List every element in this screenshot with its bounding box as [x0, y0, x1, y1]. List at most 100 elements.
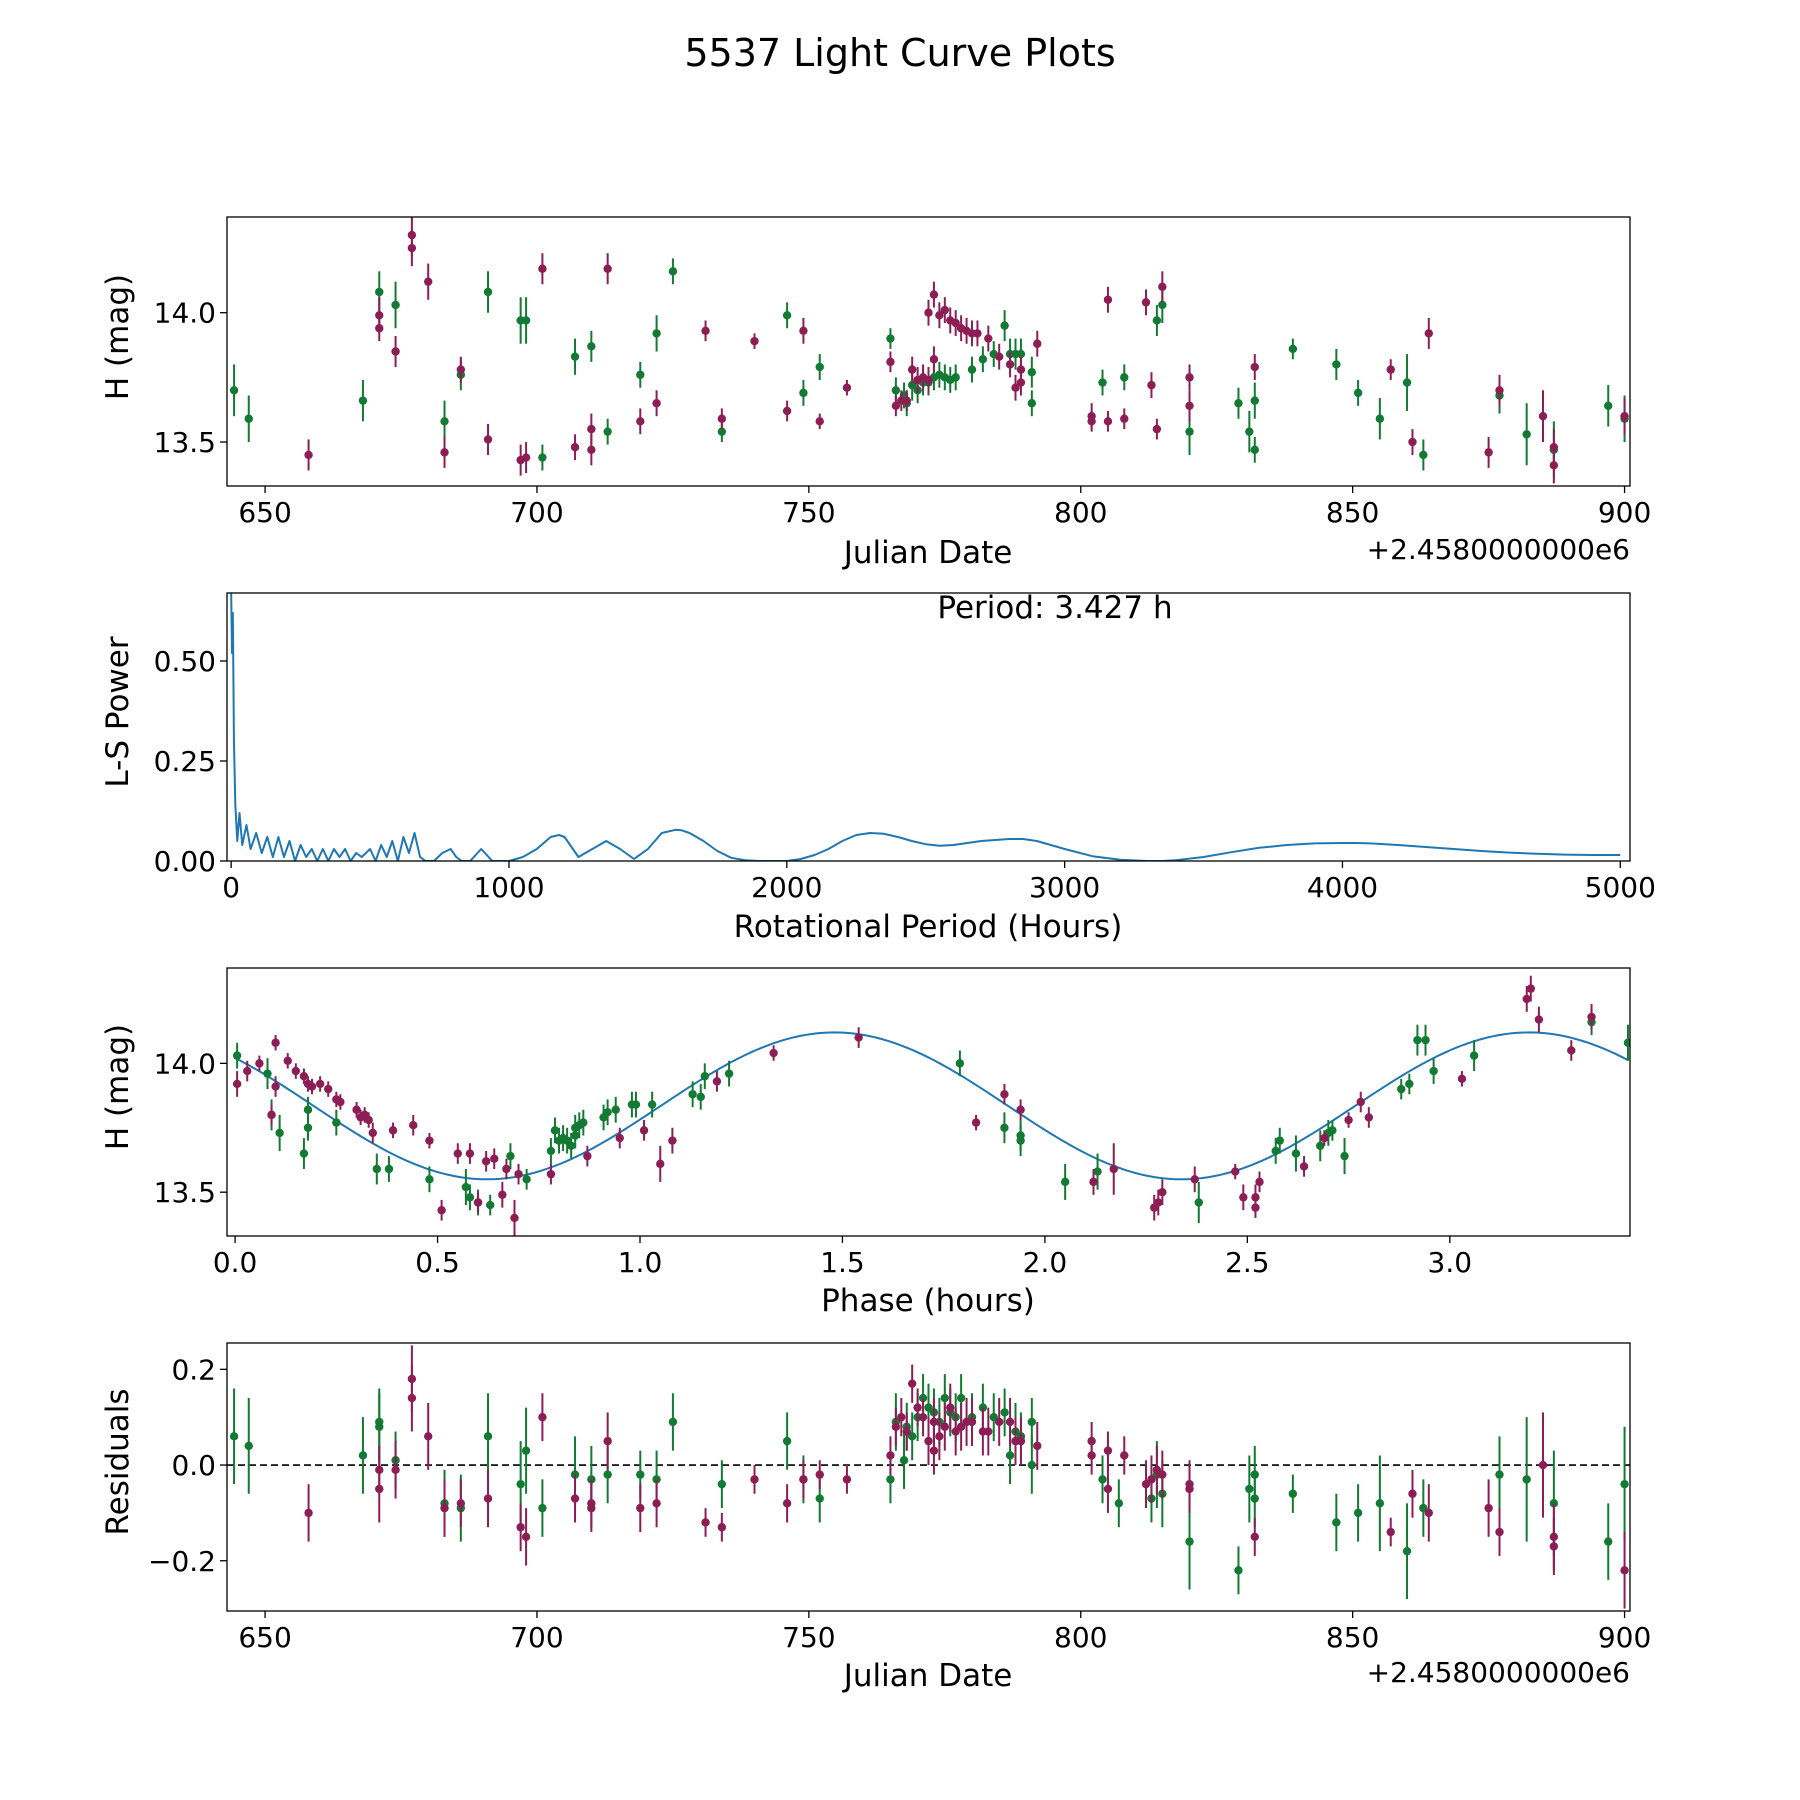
phase-point [1587, 1012, 1596, 1022]
lightcurve-point [1424, 329, 1433, 338]
residuals-point [924, 1436, 933, 1446]
phase-point [490, 1154, 499, 1163]
lightcurve-point [1103, 417, 1113, 426]
residuals-point [1185, 1537, 1194, 1546]
phase-point [481, 1157, 491, 1166]
lightcurve-point [891, 386, 901, 395]
phase-point [255, 1059, 264, 1068]
lightcurve-xtick-label: 650 [238, 496, 291, 529]
lightcurve-point [951, 318, 960, 328]
lightcurve-point [603, 427, 612, 436]
lightcurve-xtick-label: 900 [1598, 496, 1651, 529]
periodogram-xlabel: Rotational Period (Hours) [734, 909, 1123, 945]
lightcurve-point [375, 311, 384, 320]
phase-xtick-label: 2.5 [1225, 1246, 1270, 1279]
phase-point [668, 1136, 677, 1145]
residuals-point [951, 1427, 960, 1436]
lightcurve-point [1027, 399, 1037, 408]
lightcurve-point [229, 386, 239, 395]
lightcurve-point [1027, 367, 1037, 377]
lightcurve-point [375, 287, 384, 297]
phase-point [271, 1038, 280, 1047]
lightcurve-point [668, 267, 678, 276]
lightcurve-point [935, 311, 944, 320]
residuals-point [1005, 1451, 1015, 1460]
phase-point [1567, 1046, 1576, 1055]
residuals-point [1495, 1527, 1504, 1537]
lightcurve-point [907, 380, 917, 390]
periodogram-ytick-label: 0.25 [154, 745, 216, 778]
residuals-point [956, 1422, 966, 1431]
lightcurve-point [1087, 417, 1096, 426]
residuals-point [1386, 1527, 1395, 1537]
phase-point [1469, 1051, 1479, 1060]
lightcurve-point [1011, 383, 1020, 392]
residuals-point [1419, 1503, 1428, 1513]
periodogram-plot-area [230, 593, 1621, 861]
lightcurve-point [1522, 430, 1531, 439]
phase-point [1016, 1105, 1025, 1114]
residuals-point [1522, 1475, 1531, 1484]
lightcurve-point [1103, 295, 1113, 304]
residuals-point [1604, 1537, 1613, 1546]
phase-panel: H (mag) Phase (hours) 0.0 0.5 1.0 1.5 2.0 2.5… [100, 967, 1631, 1319]
phase-point [1016, 1131, 1025, 1140]
phase-point [332, 1118, 341, 1127]
residuals-point [304, 1508, 313, 1518]
phase-point [522, 1175, 531, 1184]
phase-point [461, 1182, 471, 1192]
residuals-point [1375, 1499, 1385, 1508]
periodogram-ytick-label: 0.00 [154, 845, 216, 878]
residuals-point [907, 1432, 917, 1441]
phase-point [1526, 984, 1535, 993]
residuals-point [1245, 1484, 1254, 1494]
phase-point [854, 1033, 863, 1042]
lightcurve-point [636, 417, 645, 426]
phase-point [1251, 1203, 1260, 1212]
residuals-point [1103, 1484, 1113, 1494]
residuals-xtick-label: 750 [782, 1621, 835, 1654]
phase-point [611, 1105, 620, 1114]
residuals-xtick-label: 800 [1054, 1621, 1107, 1654]
lightcurve-point [1000, 321, 1009, 330]
residuals-point [1152, 1465, 1162, 1475]
lightcurve-point [521, 453, 531, 462]
residuals-ytick-label: 0.2 [171, 1353, 216, 1386]
residuals-point [375, 1484, 384, 1494]
lightcurve-point [1549, 461, 1559, 470]
lightcurve-point [244, 414, 253, 423]
lightcurve-point [973, 329, 982, 338]
residuals-point [1538, 1460, 1548, 1470]
lightcurve-point [978, 355, 988, 364]
residuals-xtick-label: 700 [510, 1621, 563, 1654]
residuals-point [940, 1422, 950, 1431]
phase-point [769, 1048, 778, 1058]
phase-point [1316, 1141, 1325, 1151]
phase-point [1060, 1177, 1070, 1187]
phase-point [696, 1092, 705, 1102]
lightcurve-point [799, 326, 808, 336]
residuals-point [815, 1494, 824, 1503]
residuals-point [483, 1494, 493, 1503]
lightcurve-point [815, 362, 824, 372]
phase-point [1397, 1084, 1406, 1094]
phase-point [1413, 1035, 1422, 1045]
lightcurve-point [1250, 445, 1259, 454]
phase-xlabel: Phase (hours) [821, 1283, 1035, 1319]
phase-point [546, 1146, 556, 1156]
lightcurve-point [652, 399, 661, 408]
residuals-point [886, 1475, 895, 1484]
residuals-point [1103, 1446, 1113, 1455]
lightcurve-point [1141, 298, 1151, 307]
lightcurve-point [1185, 427, 1194, 436]
phase-point [384, 1164, 394, 1174]
residuals-xlabel: Julian Date [842, 1658, 1013, 1694]
phase-point [514, 1169, 523, 1179]
phase-plot-area [232, 975, 1630, 1236]
lightcurve-point [1484, 448, 1493, 457]
periodogram-ylabel: L-S Power [100, 636, 136, 787]
residuals-point [483, 1432, 493, 1441]
lightcurve-point [984, 334, 993, 343]
phase-point [1340, 1151, 1349, 1161]
